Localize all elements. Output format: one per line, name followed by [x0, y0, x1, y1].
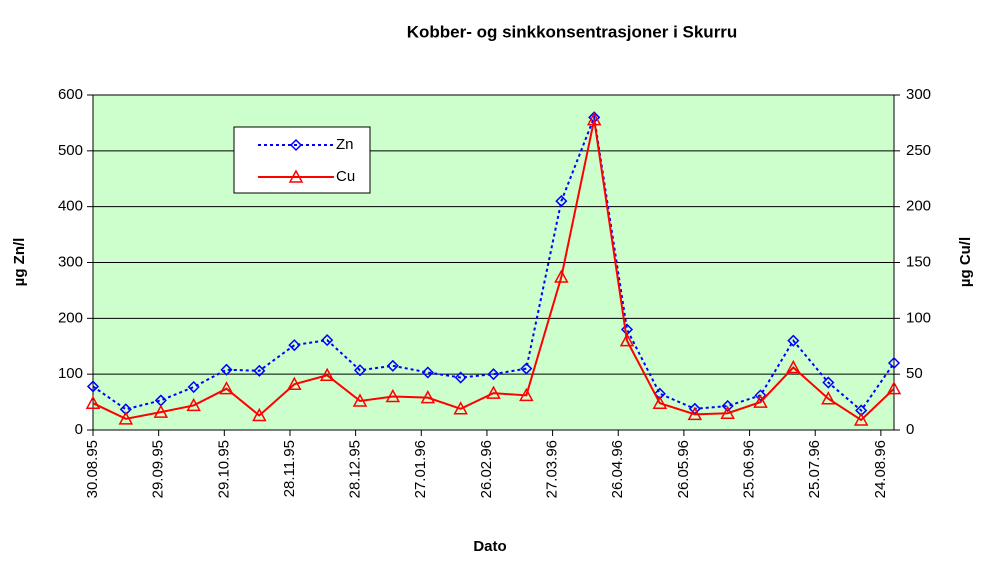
- marker: [853, 412, 869, 426]
- x-tick-label: 28.12.95: [347, 440, 364, 498]
- y-tick-label: 600: [58, 86, 83, 103]
- marker: [420, 390, 436, 404]
- x-tick-label: 27.01.96: [412, 440, 429, 498]
- marker: [687, 406, 703, 421]
- y-tick-label: 0: [75, 421, 83, 438]
- x-tick-label: 28.11.95: [281, 440, 298, 497]
- marker: [486, 385, 501, 399]
- y2-axis-label: µg Cu/l: [957, 237, 974, 287]
- marker: [187, 380, 200, 394]
- marker: [453, 401, 468, 415]
- marker: [886, 381, 902, 395]
- y2-tick-label: 250: [906, 142, 931, 159]
- x-tick-label: 25.06.96: [741, 440, 758, 498]
- marker: [288, 339, 301, 352]
- marker: [321, 334, 334, 347]
- marker: [652, 395, 668, 409]
- marker: [720, 405, 735, 419]
- marker: [352, 393, 368, 407]
- marker: [118, 411, 134, 425]
- marker: [288, 169, 304, 183]
- marker: [721, 399, 734, 413]
- marker: [619, 333, 635, 347]
- x-tick-label: 24.08.96: [872, 440, 889, 498]
- chart-title: Kobber- og sinkkonsentrasjoner i Skurru: [407, 22, 738, 41]
- x-tick-label: 26.05.96: [675, 440, 692, 498]
- marker: [289, 138, 303, 152]
- marker: [85, 395, 101, 409]
- x-tick-label: 30.08.95: [84, 440, 101, 498]
- marker: [353, 364, 367, 377]
- y2-tick-label: 300: [906, 86, 931, 103]
- marker: [821, 391, 836, 405]
- marker: [520, 362, 533, 375]
- marker: [753, 394, 768, 408]
- marker: [186, 397, 201, 412]
- marker: [787, 334, 800, 347]
- legend-label: Zn: [336, 136, 354, 153]
- marker: [252, 407, 267, 422]
- marker: [519, 387, 534, 402]
- marker: [86, 380, 100, 393]
- y2-tick-label: 100: [906, 309, 931, 326]
- marker: [554, 269, 569, 283]
- x-axis-label: Dato: [473, 538, 506, 555]
- y2-tick-label: 50: [906, 365, 923, 382]
- y2-tick-label: 150: [906, 253, 931, 270]
- y2-tick-label: 0: [906, 421, 914, 438]
- marker: [421, 366, 434, 379]
- marker: [487, 368, 500, 381]
- marker: [786, 359, 801, 374]
- marker: [287, 376, 302, 390]
- legend-label: Cu: [336, 168, 355, 185]
- marker: [754, 389, 767, 402]
- x-tick-label: 26.04.96: [609, 440, 626, 498]
- marker: [555, 195, 568, 208]
- y-tick-label: 200: [58, 309, 83, 326]
- marker: [887, 356, 901, 370]
- y-tick-label: 100: [58, 365, 83, 382]
- marker: [253, 364, 266, 377]
- marker: [386, 359, 399, 372]
- x-tick-label: 29.09.95: [150, 440, 167, 498]
- y2-tick-label: 200: [906, 198, 931, 215]
- marker: [319, 367, 335, 382]
- marker: [153, 404, 169, 418]
- marker: [454, 371, 467, 384]
- marker: [385, 388, 401, 403]
- y-tick-label: 500: [58, 142, 83, 159]
- y-tick-label: 400: [58, 198, 83, 215]
- marker: [219, 381, 234, 395]
- y-axis-label: µg Zn/l: [11, 238, 28, 287]
- marker: [586, 112, 602, 126]
- x-tick-label: 25.07.96: [806, 440, 823, 498]
- x-tick-label: 26.02.96: [478, 440, 495, 498]
- x-tick-label: 29.10.95: [215, 440, 232, 498]
- x-tick-label: 27.03.96: [544, 440, 561, 498]
- marker: [220, 363, 233, 376]
- marker: [822, 376, 835, 389]
- series-line: [92, 119, 895, 422]
- y-tick-label: 300: [58, 253, 83, 270]
